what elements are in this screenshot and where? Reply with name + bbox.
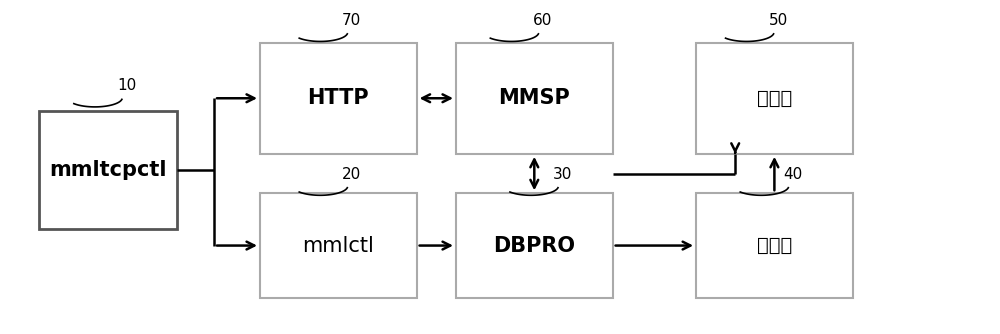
Text: HTTP: HTTP xyxy=(307,88,369,108)
Text: DBPRO: DBPRO xyxy=(493,235,575,256)
Text: 40: 40 xyxy=(783,167,802,182)
Text: 50: 50 xyxy=(769,13,788,28)
FancyBboxPatch shape xyxy=(260,193,417,298)
Text: 60: 60 xyxy=(533,13,553,28)
Text: 70: 70 xyxy=(342,13,361,28)
Text: 内存表: 内存表 xyxy=(757,89,792,108)
FancyBboxPatch shape xyxy=(696,193,853,298)
Text: mmlctl: mmlctl xyxy=(302,235,374,256)
FancyBboxPatch shape xyxy=(456,193,613,298)
Text: 10: 10 xyxy=(117,78,136,93)
Text: mmltcpctl: mmltcpctl xyxy=(49,160,167,180)
Text: 20: 20 xyxy=(342,167,361,182)
Text: 数据库: 数据库 xyxy=(757,236,792,255)
FancyBboxPatch shape xyxy=(696,43,853,154)
FancyBboxPatch shape xyxy=(39,111,177,229)
FancyBboxPatch shape xyxy=(456,43,613,154)
Text: 30: 30 xyxy=(553,167,572,182)
Text: MMSP: MMSP xyxy=(498,88,570,108)
FancyBboxPatch shape xyxy=(260,43,417,154)
